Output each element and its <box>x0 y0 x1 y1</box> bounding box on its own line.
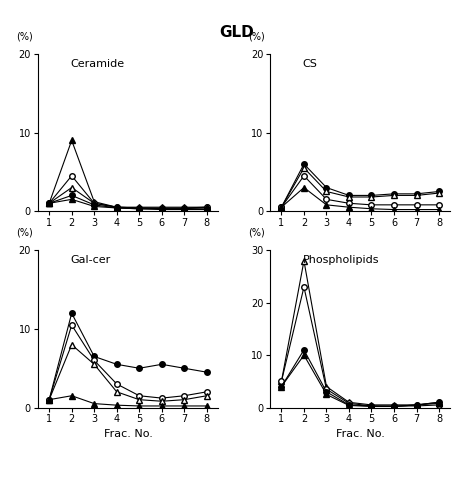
Text: (%): (%) <box>16 228 33 238</box>
Text: (%): (%) <box>248 228 265 238</box>
Text: Phospholipids: Phospholipids <box>302 255 379 265</box>
Text: Gal-cer: Gal-cer <box>70 255 110 265</box>
Text: (%): (%) <box>16 31 33 41</box>
X-axis label: Frac. No.: Frac. No. <box>336 429 385 438</box>
Text: GLD: GLD <box>219 25 255 40</box>
X-axis label: Frac. No.: Frac. No. <box>103 429 153 438</box>
Text: CS: CS <box>302 59 318 69</box>
Text: Ceramide: Ceramide <box>70 59 125 69</box>
Text: (%): (%) <box>248 31 265 41</box>
